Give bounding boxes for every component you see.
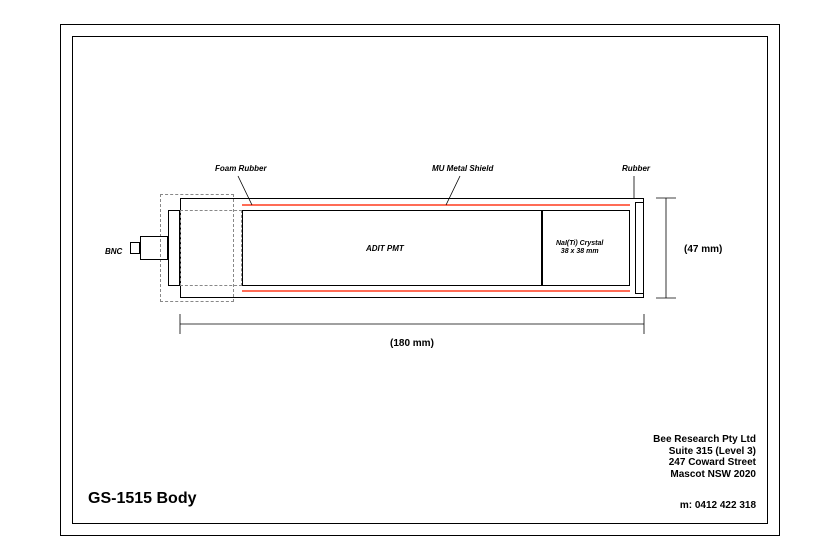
- dim-height-label: (47 mm): [684, 244, 722, 256]
- label-crystal: NaI(Ti) Crystal 38 x 38 mm: [556, 240, 603, 256]
- shroud: [160, 194, 234, 302]
- label-adit-pmt: ADIT PMT: [366, 244, 404, 253]
- drawing-canvas: Foam Rubber MU Metal Shield Rubber BNC A…: [0, 0, 840, 560]
- end-cap: [635, 202, 644, 294]
- label-bnc: BNC: [105, 247, 122, 256]
- phone: m: 0412 422 318: [680, 500, 756, 512]
- company-block: Bee Research Pty Ltd Suite 315 (Level 3)…: [653, 434, 756, 480]
- bnc-port-outer: [140, 236, 168, 260]
- label-mu-metal-shield: MU Metal Shield: [432, 164, 493, 173]
- label-rubber: Rubber: [622, 164, 650, 173]
- dim-width-label: (180 mm): [390, 338, 434, 350]
- title: GS-1515 Body: [88, 490, 196, 508]
- bnc-port-inner: [130, 242, 140, 254]
- label-foam-rubber: Foam Rubber: [215, 164, 267, 173]
